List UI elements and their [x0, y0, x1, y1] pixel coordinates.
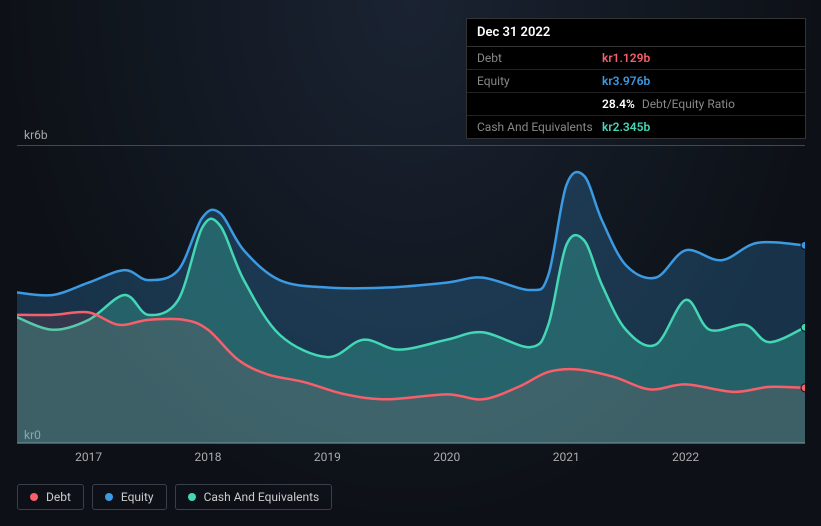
y-axis-max: kr6b [24, 128, 48, 142]
tooltip-label [477, 97, 602, 111]
legend-item-equity[interactable]: Equity [92, 484, 167, 510]
legend-label: Cash And Equivalents [204, 490, 320, 504]
legend-item-cash-and-equivalents[interactable]: Cash And Equivalents [175, 484, 333, 510]
x-tick: 2020 [433, 450, 460, 464]
tooltip-row: Cash And Equivalentskr2.345b [467, 116, 805, 138]
x-tick: 2019 [314, 450, 341, 464]
end-dot-cash-and-equivalents [801, 323, 805, 331]
tooltip-row: Debtkr1.129b [467, 47, 805, 70]
chart-tooltip: Dec 31 2022 Debtkr1.129bEquitykr3.976b28… [466, 18, 806, 139]
tooltip-value: 28.4% Debt/Equity Ratio [602, 97, 735, 111]
end-dot-equity [801, 241, 805, 249]
tooltip-label: Cash And Equivalents [477, 120, 602, 134]
tooltip-label: Debt [477, 51, 602, 65]
tooltip-row: 28.4% Debt/Equity Ratio [467, 93, 805, 116]
x-tick: 2017 [75, 450, 102, 464]
tooltip-row: Equitykr3.976b [467, 70, 805, 93]
legend-dot-icon [188, 493, 196, 501]
chart-svg [17, 146, 805, 444]
end-dot-debt [801, 384, 805, 392]
tooltip-value: kr1.129b [602, 51, 650, 65]
tooltip-value: kr2.345b [602, 120, 650, 134]
legend: Debt Equity Cash And Equivalents [17, 484, 332, 510]
legend-item-debt[interactable]: Debt [17, 484, 84, 510]
tooltip-label: Equity [477, 74, 602, 88]
legend-dot-icon [30, 493, 38, 501]
x-axis: 2017 2018 2019 2020 2021 2022 [17, 450, 805, 470]
tooltip-note: Debt/Equity Ratio [639, 97, 735, 111]
x-tick: 2021 [553, 450, 580, 464]
tooltip-value: kr3.976b [602, 74, 650, 88]
x-tick: 2018 [195, 450, 222, 464]
tooltip-date: Dec 31 2022 [467, 19, 805, 47]
legend-dot-icon [105, 493, 113, 501]
legend-label: Debt [46, 490, 71, 504]
legend-label: Equity [121, 490, 154, 504]
x-tick: 2022 [672, 450, 699, 464]
chart-plot-area [17, 145, 805, 443]
